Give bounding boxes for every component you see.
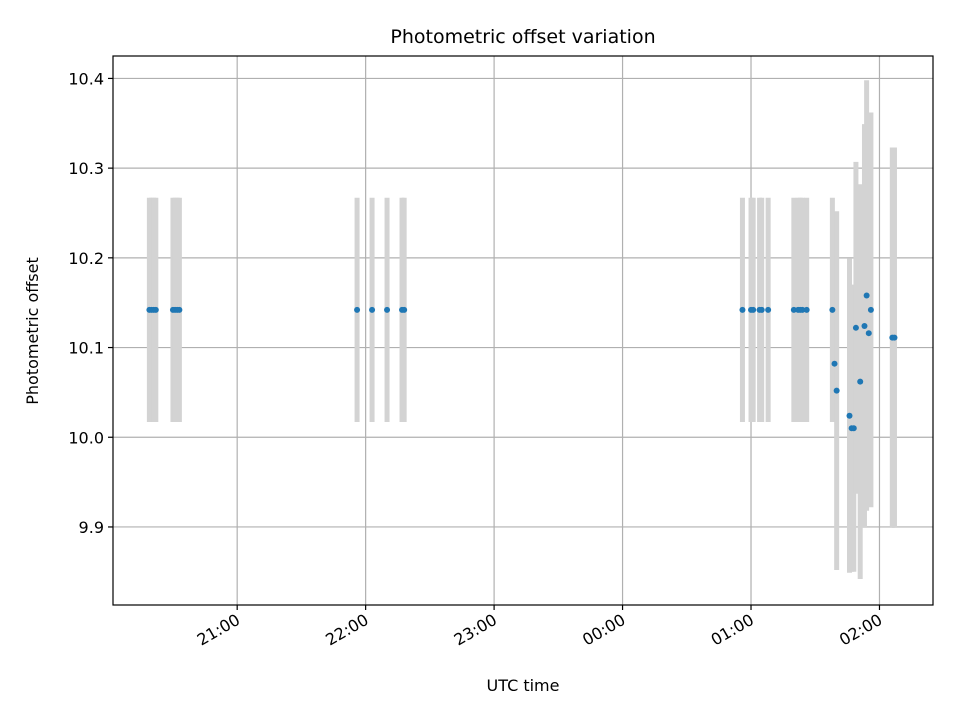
y-tick-label: 10.1 bbox=[68, 339, 104, 358]
data-point bbox=[384, 306, 391, 313]
data-point bbox=[354, 306, 361, 313]
data-point bbox=[831, 360, 838, 367]
data-point bbox=[176, 306, 183, 313]
data-point bbox=[857, 378, 864, 385]
data-point bbox=[799, 306, 806, 313]
y-tick-label: 10.0 bbox=[68, 428, 104, 447]
data-point bbox=[863, 292, 870, 299]
data-point bbox=[739, 306, 746, 313]
data-point bbox=[861, 323, 868, 330]
data-point bbox=[867, 306, 874, 313]
data-point bbox=[803, 306, 810, 313]
data-point bbox=[401, 306, 408, 313]
y-tick-label: 9.9 bbox=[79, 518, 104, 537]
data-point bbox=[833, 387, 840, 394]
data-point bbox=[891, 334, 898, 341]
y-axis: 9.9 10.0 10.1 10.2 10.3 10.4 bbox=[68, 69, 113, 537]
data-point bbox=[152, 306, 159, 313]
data-point bbox=[758, 306, 765, 313]
data-point bbox=[765, 306, 772, 313]
y-tick-label: 10.3 bbox=[68, 159, 104, 178]
data-point bbox=[865, 330, 872, 337]
data-point bbox=[829, 306, 836, 313]
y-tick-label: 10.4 bbox=[68, 69, 104, 88]
data-point bbox=[790, 306, 797, 313]
data-points bbox=[146, 292, 898, 432]
plot-frame bbox=[112, 55, 934, 606]
data-point bbox=[369, 306, 376, 313]
y-tick-label: 10.2 bbox=[68, 249, 104, 268]
chart-title: Photometric offset variation bbox=[390, 26, 655, 48]
x-axis-label: UTC time bbox=[487, 676, 560, 695]
data-point bbox=[850, 425, 857, 432]
y-axis-label: Photometric offset bbox=[23, 257, 42, 405]
data-point bbox=[750, 306, 757, 313]
data-point bbox=[846, 412, 853, 419]
data-point bbox=[852, 324, 859, 331]
